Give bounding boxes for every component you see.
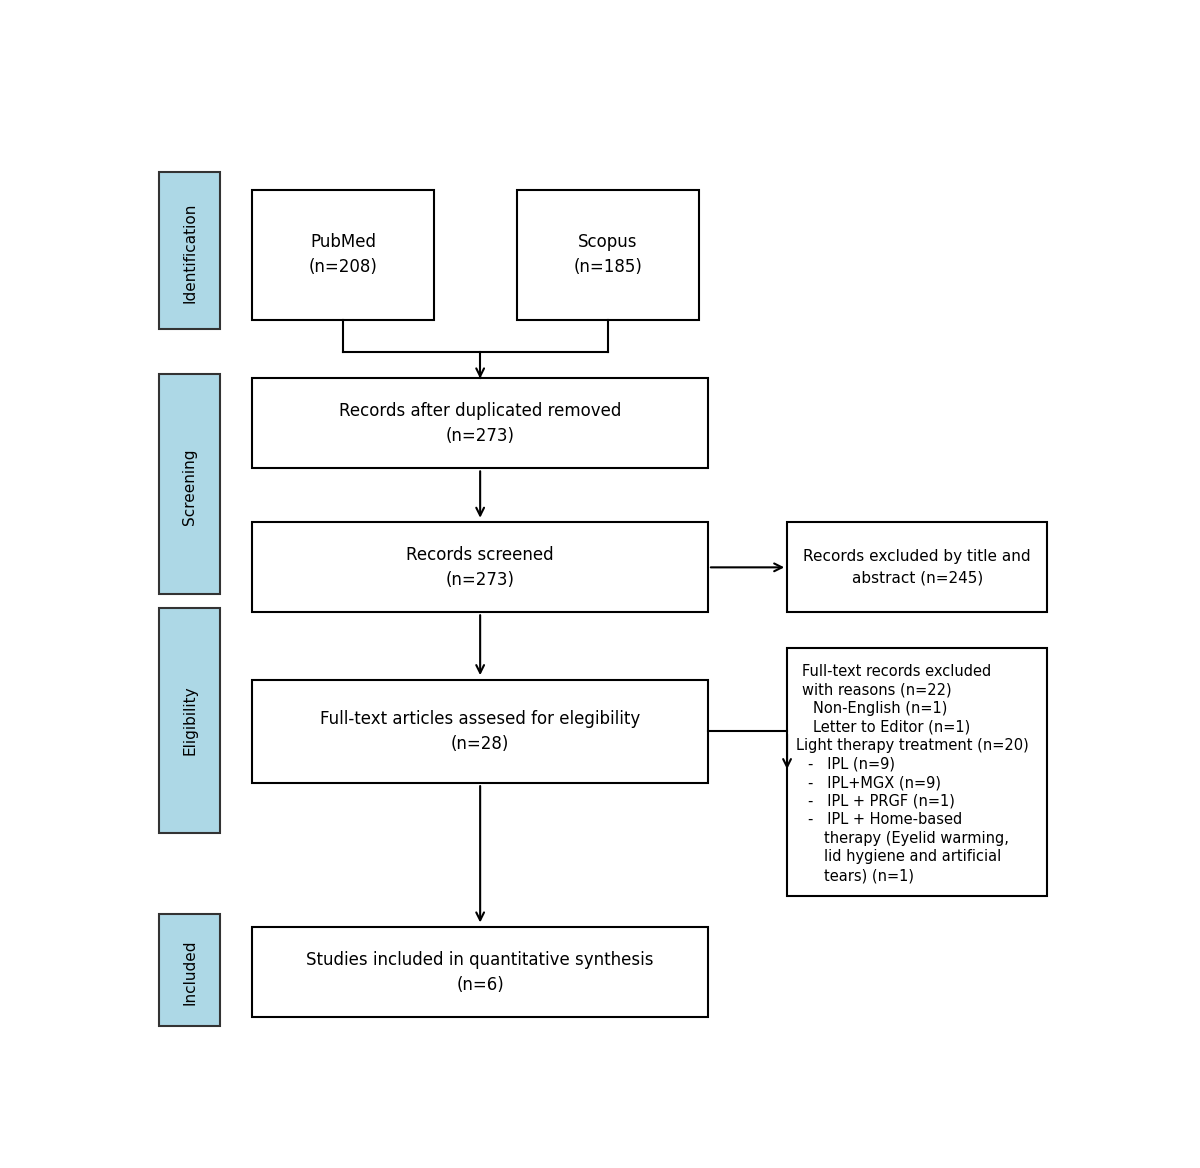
Text: Identification: Identification [182, 202, 197, 303]
Text: Scopus
(n=185): Scopus (n=185) [574, 234, 642, 277]
Bar [160, 913, 220, 1026]
Bar [787, 522, 1048, 612]
Text: Records screened
(n=273): Records screened (n=273) [407, 545, 554, 589]
Bar [252, 927, 708, 1017]
Text: tears) (n=1): tears) (n=1) [824, 868, 914, 883]
Bar [252, 378, 708, 468]
Text: Included: Included [182, 939, 197, 1004]
Text: Full-text records excluded: Full-text records excluded [802, 663, 991, 679]
Text: Screening: Screening [182, 449, 197, 524]
Text: Full-text articles assesed for elegibility
(n=28): Full-text articles assesed for elegibili… [320, 710, 641, 753]
Text: -   IPL + Home-based: - IPL + Home-based [808, 812, 961, 827]
Text: lid hygiene and artificial: lid hygiene and artificial [824, 849, 1002, 864]
Bar [517, 189, 698, 320]
Text: Records excluded by title and
abstract (n=245): Records excluded by title and abstract (… [804, 549, 1031, 585]
Text: -   IPL + PRGF (n=1): - IPL + PRGF (n=1) [808, 794, 954, 808]
Bar [252, 680, 708, 784]
Text: Eligibility: Eligibility [182, 686, 197, 755]
Text: Letter to Editor (n=1): Letter to Editor (n=1) [814, 719, 971, 735]
Bar [160, 172, 220, 329]
Bar [160, 607, 220, 833]
Text: Studies included in quantitative synthesis
(n=6): Studies included in quantitative synthes… [306, 951, 654, 994]
Text: Light therapy treatment (n=20): Light therapy treatment (n=20) [797, 738, 1030, 753]
Text: Records after duplicated removed
(n=273): Records after duplicated removed (n=273) [338, 402, 622, 445]
Text: with reasons (n=22): with reasons (n=22) [802, 682, 952, 697]
Bar [252, 522, 708, 612]
Text: -   IPL+MGX (n=9): - IPL+MGX (n=9) [808, 776, 941, 790]
Text: Non-English (n=1): Non-English (n=1) [814, 701, 948, 716]
Bar [160, 374, 220, 595]
Text: PubMed
(n=208): PubMed (n=208) [308, 234, 378, 277]
Text: therapy (Eyelid warming,: therapy (Eyelid warming, [824, 830, 1009, 846]
Bar [787, 648, 1048, 896]
Bar [252, 189, 433, 320]
Text: -   IPL (n=9): - IPL (n=9) [808, 757, 894, 772]
